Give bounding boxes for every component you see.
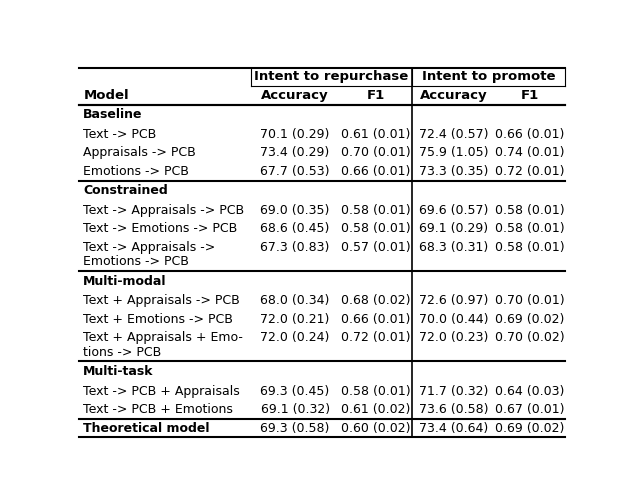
Text: 0.66 (0.01): 0.66 (0.01)	[495, 128, 565, 141]
Text: Text + Emotions -> PCB: Text + Emotions -> PCB	[84, 312, 233, 326]
Text: Emotions -> PCB: Emotions -> PCB	[84, 165, 189, 178]
Text: Text + Appraisals + Emo-: Text + Appraisals + Emo-	[84, 331, 243, 344]
Text: 0.68 (0.02): 0.68 (0.02)	[340, 294, 410, 307]
Text: 69.3 (0.58): 69.3 (0.58)	[261, 422, 330, 434]
Text: 68.0 (0.34): 68.0 (0.34)	[261, 294, 330, 307]
Text: 68.3 (0.31): 68.3 (0.31)	[419, 240, 488, 254]
Text: 0.61 (0.02): 0.61 (0.02)	[341, 403, 410, 416]
Text: 72.0 (0.23): 72.0 (0.23)	[419, 331, 488, 344]
Text: 73.4 (0.29): 73.4 (0.29)	[261, 146, 330, 160]
Text: 0.70 (0.01): 0.70 (0.01)	[495, 294, 565, 307]
Text: 69.6 (0.57): 69.6 (0.57)	[419, 204, 488, 216]
Text: 0.58 (0.01): 0.58 (0.01)	[495, 240, 565, 254]
Text: 71.7 (0.32): 71.7 (0.32)	[419, 384, 488, 398]
Text: 72.0 (0.24): 72.0 (0.24)	[261, 331, 330, 344]
Text: 0.58 (0.01): 0.58 (0.01)	[340, 384, 410, 398]
Text: 67.3 (0.83): 67.3 (0.83)	[261, 240, 330, 254]
Text: F1: F1	[366, 89, 384, 102]
Text: Text -> Appraisals ->: Text -> Appraisals ->	[84, 240, 215, 254]
Text: Text -> PCB + Appraisals: Text -> PCB + Appraisals	[84, 384, 240, 398]
Text: 70.0 (0.44): 70.0 (0.44)	[418, 312, 488, 326]
Text: Text -> PCB: Text -> PCB	[84, 128, 156, 141]
Text: Multi-modal: Multi-modal	[84, 274, 167, 287]
Text: Text -> PCB + Emotions: Text -> PCB + Emotions	[84, 403, 233, 416]
Text: 69.1 (0.32): 69.1 (0.32)	[261, 403, 330, 416]
Text: Model: Model	[84, 89, 129, 102]
Text: Accuracy: Accuracy	[420, 89, 487, 102]
Text: 0.70 (0.02): 0.70 (0.02)	[495, 331, 565, 344]
Text: Constrained: Constrained	[84, 184, 168, 197]
Text: 0.60 (0.02): 0.60 (0.02)	[340, 422, 410, 434]
Text: Intent to promote: Intent to promote	[422, 70, 555, 84]
Text: 0.69 (0.02): 0.69 (0.02)	[495, 312, 565, 326]
Text: Baseline: Baseline	[84, 108, 143, 122]
Text: 0.70 (0.01): 0.70 (0.01)	[340, 146, 410, 160]
Text: 0.69 (0.02): 0.69 (0.02)	[495, 422, 565, 434]
Text: 73.4 (0.64): 73.4 (0.64)	[419, 422, 488, 434]
Text: Text + Appraisals -> PCB: Text + Appraisals -> PCB	[84, 294, 240, 307]
Text: 0.67 (0.01): 0.67 (0.01)	[495, 403, 565, 416]
Text: 73.6 (0.58): 73.6 (0.58)	[418, 403, 488, 416]
Text: Appraisals -> PCB: Appraisals -> PCB	[84, 146, 196, 160]
Text: 72.4 (0.57): 72.4 (0.57)	[418, 128, 488, 141]
Text: 0.74 (0.01): 0.74 (0.01)	[495, 146, 565, 160]
Text: 0.57 (0.01): 0.57 (0.01)	[340, 240, 410, 254]
Text: 73.3 (0.35): 73.3 (0.35)	[419, 165, 488, 178]
Text: Multi-task: Multi-task	[84, 365, 154, 378]
Text: 0.58 (0.01): 0.58 (0.01)	[495, 204, 565, 216]
Text: 68.6 (0.45): 68.6 (0.45)	[261, 222, 330, 235]
Text: 0.72 (0.01): 0.72 (0.01)	[495, 165, 565, 178]
Text: 75.9 (1.05): 75.9 (1.05)	[418, 146, 488, 160]
Text: 0.64 (0.03): 0.64 (0.03)	[495, 384, 565, 398]
Text: 69.0 (0.35): 69.0 (0.35)	[261, 204, 330, 216]
Text: 69.3 (0.45): 69.3 (0.45)	[261, 384, 330, 398]
Text: Intent to repurchase: Intent to repurchase	[254, 70, 409, 84]
Text: 0.58 (0.01): 0.58 (0.01)	[495, 222, 565, 235]
Text: 67.7 (0.53): 67.7 (0.53)	[261, 165, 330, 178]
Text: 0.61 (0.01): 0.61 (0.01)	[341, 128, 410, 141]
Text: 0.58 (0.01): 0.58 (0.01)	[340, 222, 410, 235]
Text: tions -> PCB: tions -> PCB	[84, 346, 161, 358]
Text: 70.1 (0.29): 70.1 (0.29)	[261, 128, 330, 141]
Text: 69.1 (0.29): 69.1 (0.29)	[419, 222, 488, 235]
Text: Theoretical model: Theoretical model	[84, 422, 210, 434]
Text: 72.6 (0.97): 72.6 (0.97)	[419, 294, 488, 307]
Text: Emotions -> PCB: Emotions -> PCB	[84, 255, 189, 268]
Text: 0.72 (0.01): 0.72 (0.01)	[340, 331, 410, 344]
Text: 0.58 (0.01): 0.58 (0.01)	[340, 204, 410, 216]
Text: F1: F1	[521, 89, 539, 102]
Text: Text -> Emotions -> PCB: Text -> Emotions -> PCB	[84, 222, 237, 235]
Text: Text -> Appraisals -> PCB: Text -> Appraisals -> PCB	[84, 204, 244, 216]
Text: Accuracy: Accuracy	[261, 89, 329, 102]
Text: 0.66 (0.01): 0.66 (0.01)	[341, 165, 410, 178]
Text: 0.66 (0.01): 0.66 (0.01)	[341, 312, 410, 326]
Text: 72.0 (0.21): 72.0 (0.21)	[261, 312, 330, 326]
